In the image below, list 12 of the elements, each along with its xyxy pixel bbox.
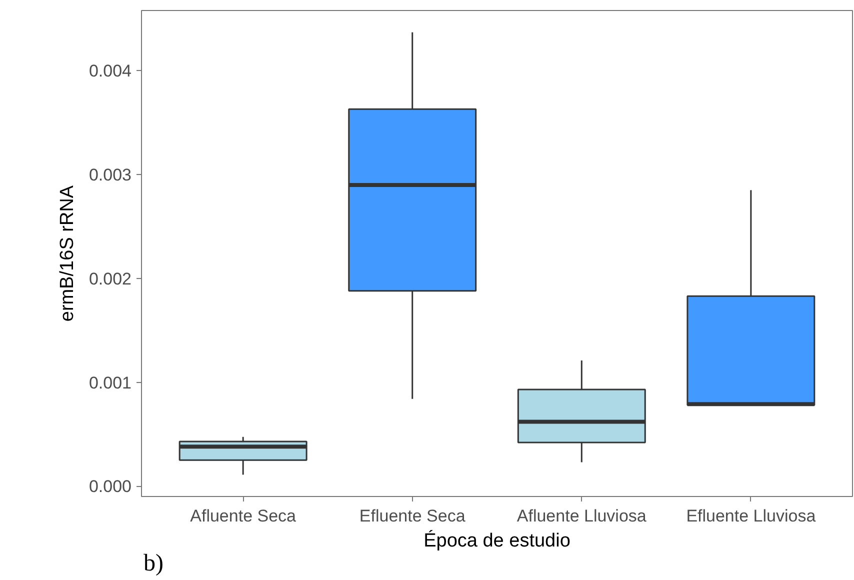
- y-tick-label: 0.002: [88, 269, 132, 288]
- text: b): [144, 550, 164, 576]
- y-tick-label: 0.004: [88, 62, 132, 81]
- x-axis-title: Época de estudio: [424, 530, 570, 552]
- y-tick-label: 0.000: [88, 477, 132, 496]
- y-axis-title: ermB/16S rRNA: [56, 185, 78, 322]
- y-tick-label: 0.001: [88, 373, 132, 392]
- x-tick-label: Efluente Seca: [359, 506, 466, 526]
- x-tick-label: Afluente Seca: [190, 506, 297, 526]
- y-tick-label: 0.003: [88, 166, 132, 185]
- x-tick-label: Afluente Lluviosa: [516, 506, 647, 526]
- x-tick-label: Efluente Lluviosa: [686, 506, 816, 526]
